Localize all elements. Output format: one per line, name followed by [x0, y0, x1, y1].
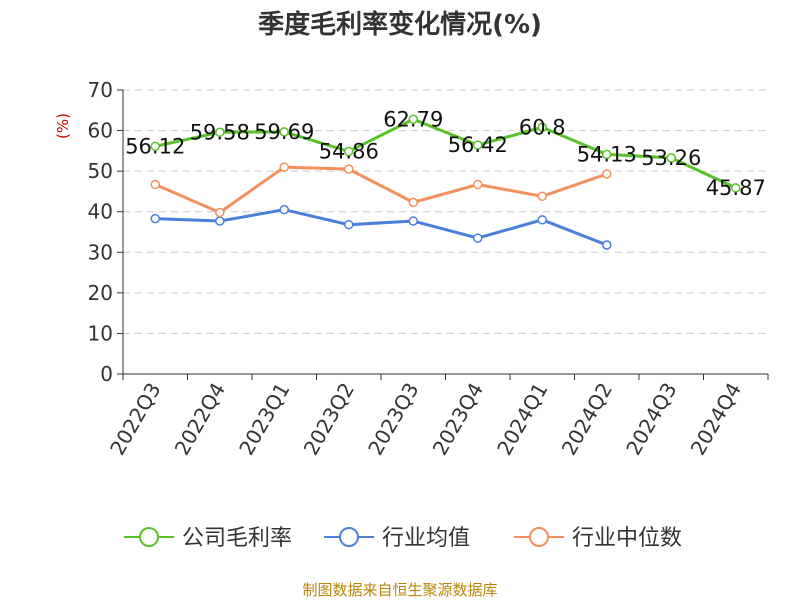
data-label: 54.86: [319, 139, 379, 163]
data-label: 59.58: [190, 120, 250, 144]
y-tick-label: 70: [88, 78, 113, 102]
data-point[interactable]: [150, 179, 160, 190]
data-point[interactable]: [537, 191, 547, 202]
data-label: 59.69: [254, 120, 314, 144]
data-label: 56.12: [125, 134, 185, 158]
data-point[interactable]: [344, 164, 354, 174]
y-tick-label: 0: [100, 362, 113, 386]
data-label: 54.13: [577, 142, 637, 166]
data-point[interactable]: [279, 162, 289, 172]
legend-item[interactable]: 行业中位数: [514, 526, 682, 551]
source-note: 制图数据来自恒生聚源数据库: [302, 581, 497, 599]
x-tick-label: 2024Q1: [492, 379, 552, 460]
data-label: 60.8: [519, 115, 566, 139]
x-tick-label: 2023Q2: [299, 379, 359, 460]
legend-label: 行业均值: [382, 526, 470, 551]
data-point[interactable]: [666, 153, 676, 163]
data-label: 62.79: [383, 107, 443, 131]
y-tick-label: 20: [88, 281, 113, 305]
data-point[interactable]: [344, 219, 354, 230]
series-lines: [150, 114, 741, 250]
data-point[interactable]: [473, 179, 483, 190]
chart-title: 季度毛利率变化情况(%): [258, 9, 542, 40]
data-point[interactable]: [279, 204, 289, 215]
x-tick-label: 2024Q4: [686, 379, 746, 460]
legend-label: 行业中位数: [572, 526, 682, 551]
data-point[interactable]: [408, 216, 418, 226]
legend-marker: [139, 527, 159, 547]
legend[interactable]: 公司毛利率 行业均值 行业中位数: [124, 526, 682, 551]
data-point[interactable]: [537, 215, 547, 225]
y-axis-label: (%): [54, 113, 72, 139]
x-tick-label: 2023Q3: [363, 379, 423, 460]
data-point[interactable]: [602, 169, 612, 179]
y-tick-label: 40: [88, 200, 113, 224]
x-tick-label: 2024Q2: [557, 379, 617, 460]
legend-marker: [339, 527, 359, 547]
x-tick-label: 2022Q4: [170, 379, 230, 460]
data-label: 45.87: [706, 176, 766, 200]
y-tick-label: 10: [88, 321, 113, 345]
data-point[interactable]: [150, 213, 160, 224]
data-point[interactable]: [150, 141, 160, 152]
series-line: [154, 165, 608, 215]
series-line: [154, 117, 737, 190]
legend-item[interactable]: 公司毛利率: [124, 526, 292, 551]
data-label: 53.26: [641, 146, 701, 170]
data-point[interactable]: [731, 183, 741, 193]
legend-item[interactable]: 行业均值: [324, 526, 470, 551]
legend-marker: [529, 527, 549, 547]
data-point[interactable]: [215, 207, 225, 218]
data-point[interactable]: [215, 127, 225, 138]
x-tick-label: 2023Q1: [234, 379, 294, 460]
x-tick-label: 2022Q3: [105, 379, 165, 460]
data-label: 56.42: [448, 133, 508, 157]
data-point[interactable]: [537, 122, 547, 133]
series-line: [155, 208, 608, 247]
y-tick-label: 30: [88, 240, 113, 264]
data-point[interactable]: [279, 127, 289, 137]
data-point[interactable]: [408, 197, 418, 208]
y-tick-label: 60: [88, 119, 113, 143]
y-tick-label: 50: [88, 159, 113, 183]
data-point[interactable]: [344, 146, 354, 157]
data-point[interactable]: [602, 240, 612, 250]
data-point[interactable]: [473, 233, 483, 243]
x-tick-label: 2024Q3: [621, 379, 681, 460]
data-point[interactable]: [602, 149, 612, 160]
legend-label: 公司毛利率: [182, 526, 292, 551]
x-tick-label: 2023Q4: [428, 379, 488, 460]
data-point[interactable]: [473, 140, 483, 150]
data-point[interactable]: [408, 114, 418, 125]
data-point[interactable]: [215, 216, 225, 226]
